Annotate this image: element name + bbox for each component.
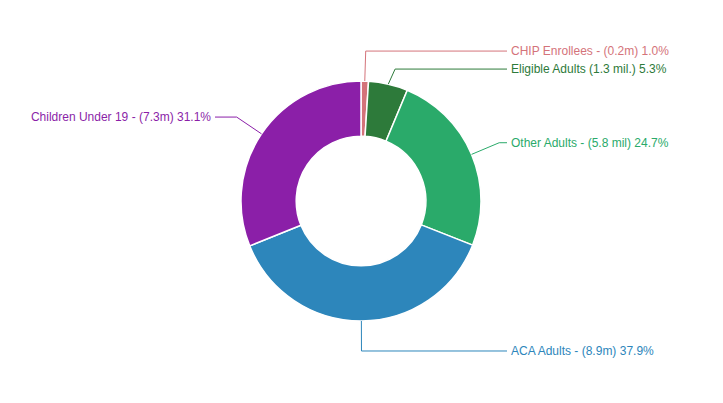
slice	[386, 90, 481, 245]
slice	[241, 81, 361, 246]
leader-line	[472, 143, 507, 155]
slices	[241, 81, 481, 321]
slice-label: Other Adults - (5.8 mil) 24.7%	[511, 136, 669, 150]
leader-line	[388, 69, 507, 84]
leader-line	[215, 117, 262, 134]
slice-label: Children Under 19 - (7.3m) 31.1%	[31, 110, 211, 124]
leader-line	[365, 51, 507, 81]
leader-line	[361, 321, 507, 351]
slice-label: Eligible Adults (1.3 mil.) 5.3%	[511, 62, 667, 76]
slice	[250, 225, 473, 321]
slice-label: CHIP Enrollees - (0.2m) 1.0%	[511, 44, 669, 58]
labels: CHIP Enrollees - (0.2m) 1.0% Eligible Adu…	[31, 44, 669, 358]
slice-label: ACA Adults - (8.9m) 37.9%	[511, 344, 654, 358]
chart: CHIP Enrollees - (0.2m) 1.0% Eligible Adu…	[0, 0, 723, 403]
